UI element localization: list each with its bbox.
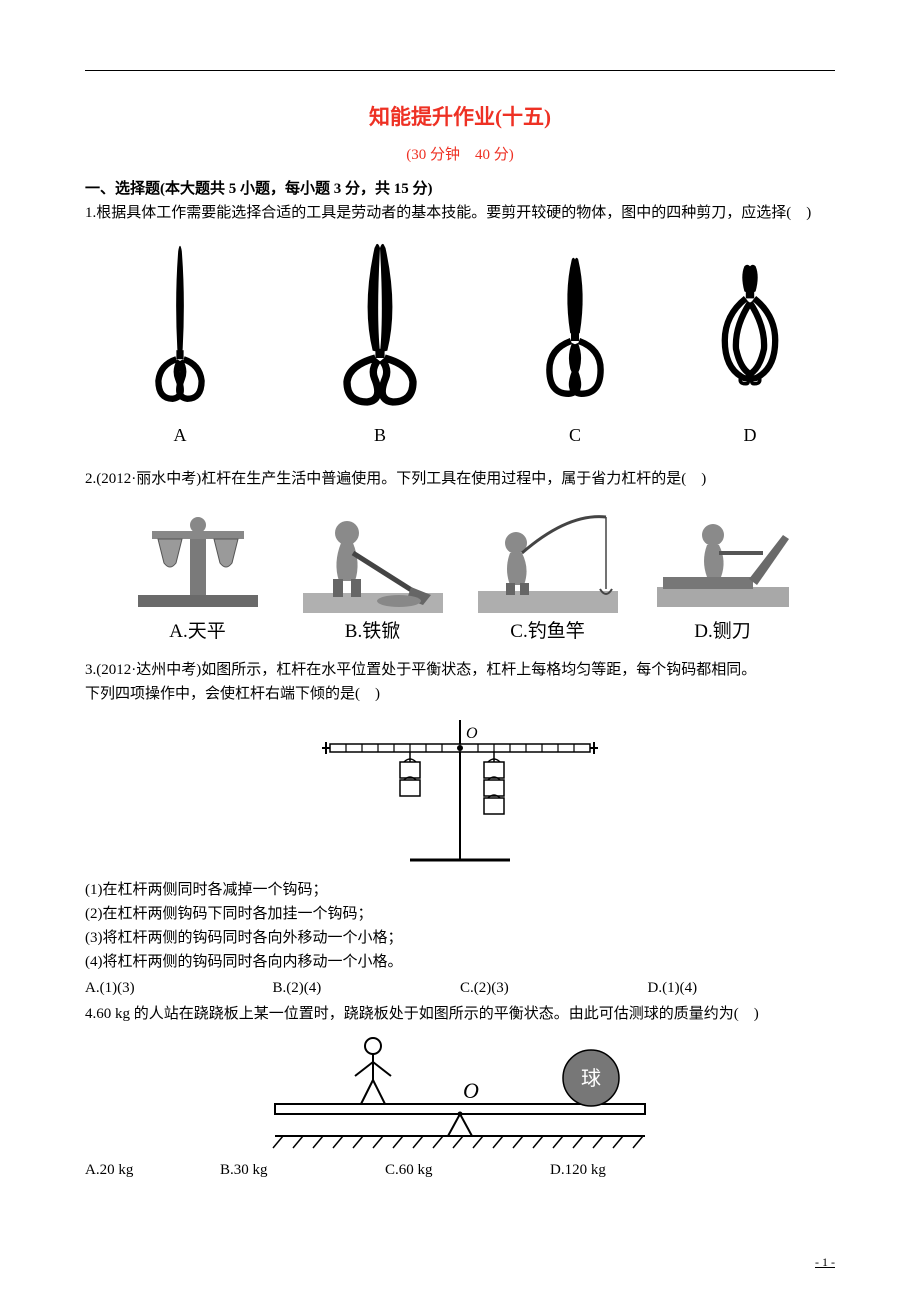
q3-opt-d: D.(1)(4) [648,976,836,1000]
q4-opt-a: A.20 kg [85,1158,220,1182]
scissors-c-icon [535,235,615,415]
q3-item2: (2)在杠杆两侧钩码下同时各加挂一个钩码； [85,902,835,926]
page-number: - 1 - [815,1253,835,1272]
q2-option-d: D.铡刀 [653,503,793,647]
q1-option-c: C [535,235,615,450]
q4-opt-c: C.60 kg [385,1158,550,1182]
q2-option-a: A.天平 [128,503,268,647]
q2-option-c: C.钓鱼竿 [478,503,618,647]
q1-letter-d: D [744,421,757,450]
lever-balance-icon: O [300,712,620,872]
q4-ball-label: 球 [581,1067,601,1090]
q3-choices: A.(1)(3) B.(2)(4) C.(2)(3) D.(1)(4) [85,976,835,1000]
shovel-person-icon [303,503,443,613]
q3-opt-b: B.(2)(4) [273,976,461,1000]
fishing-rod-icon [478,503,618,613]
q3-opt-a: A.(1)(3) [85,976,273,1000]
hay-cutter-icon [653,503,793,613]
q2-stem: 2.(2012·丽水中考)杠杆在生产生活中普遍使用。下列工具在使用过程中，属于省… [85,467,835,491]
q2-cap-d: D.铡刀 [694,617,750,647]
q1-option-a: A [135,235,225,450]
q4-stem: 4.60 kg 的人站在跷跷板上某一位置时，跷跷板处于如图所示的平衡状态。由此可… [85,1002,835,1026]
q1-option-d: D [715,235,785,450]
q2-option-b: B.铁锨 [303,503,443,647]
q4-choices: A.20 kg B.30 kg C.60 kg D.120 kg [85,1158,835,1182]
q4-opt-b: B.30 kg [220,1158,385,1182]
section-1-heading: 一、选择题(本大题共 5 小题，每小题 3 分，共 15 分) [85,177,835,201]
page-title: 知能提升作业(十五) [85,101,835,135]
q4-figure: O [85,1032,835,1152]
ground-hatch [273,1136,643,1148]
scissors-a-icon [135,235,225,415]
q3-item1: (1)在杠杆两侧同时各减掉一个钩码； [85,878,835,902]
scissors-b-icon [325,235,435,415]
q1-letter-b: B [374,421,386,450]
q2-cap-b: B.铁锨 [345,617,400,647]
q3-opt-c: C.(2)(3) [460,976,648,1000]
q1-letter-c: C [569,421,581,450]
q4-opt-d: D.120 kg [550,1158,715,1182]
q4-pivot-label: O [463,1078,479,1103]
q1-figure-row: A B C [85,235,835,450]
page: 知能提升作业(十五) (30 分钟 40 分) 一、选择题(本大题共 5 小题，… [0,0,920,1302]
scissors-d-icon [715,235,785,415]
balance-scale-icon [128,503,268,613]
q1-stem: 1.根据具体工作需要能选择合适的工具是劳动者的基本技能。要剪开较硬的物体，图中的… [85,201,835,225]
q2-cap-a: A.天平 [169,617,225,647]
q3-stem-line2: 下列四项操作中，会使杠杆右端下倾的是( ) [85,682,835,706]
page-subtitle: (30 分钟 40 分) [85,143,835,167]
q2-figure-row: A.天平 B.铁锨 [110,503,810,647]
q1-letter-a: A [174,421,187,450]
top-rule [85,70,835,71]
q3-item4: (4)将杠杆两侧的钩码同时各向内移动一个小格。 [85,950,835,974]
q3-stem-line1: 3.(2012·达州中考)如图所示，杠杆在水平位置处于平衡状态，杠杆上每格均匀等… [85,658,835,682]
q3-figure: O [85,712,835,872]
q2-cap-c: C.钓鱼竿 [510,617,584,647]
q1-option-b: B [325,235,435,450]
q3-item3: (3)将杠杆两侧的钩码同时各向外移动一个小格； [85,926,835,950]
seesaw-icon: O [255,1032,665,1152]
q3-pivot-label: O [466,725,478,742]
